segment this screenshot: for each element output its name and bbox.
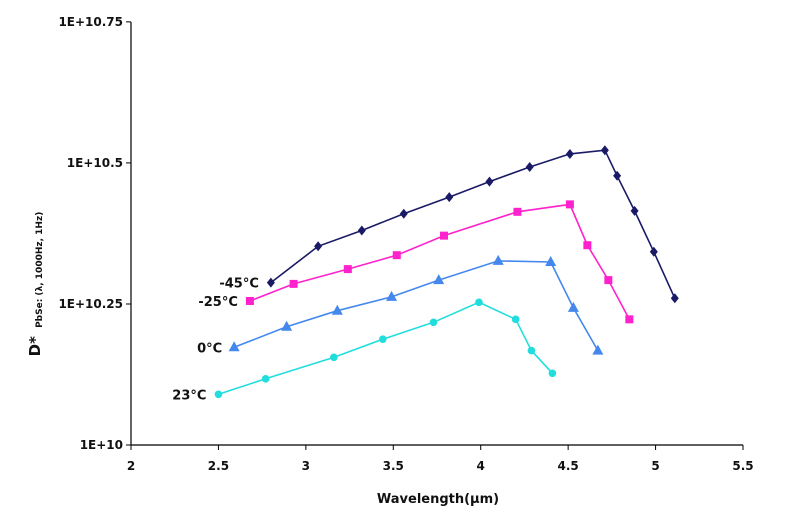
data-point-square bbox=[604, 276, 613, 285]
data-point-diamond bbox=[630, 205, 639, 216]
series-label: 0°C bbox=[197, 341, 222, 356]
series-circle bbox=[214, 298, 557, 399]
data-point-square bbox=[289, 279, 298, 288]
x-tick-label: 5 bbox=[651, 459, 659, 473]
data-point-triangle bbox=[492, 254, 504, 265]
data-point-circle bbox=[261, 375, 270, 383]
series-line bbox=[270, 149, 676, 299]
data-point-diamond bbox=[266, 277, 275, 288]
data-point-square bbox=[583, 241, 592, 250]
data-point-diamond bbox=[485, 176, 494, 187]
data-point-diamond bbox=[613, 170, 622, 181]
series-label: 23°C bbox=[172, 388, 206, 403]
data-point-square bbox=[392, 251, 401, 260]
data-point-circle bbox=[429, 318, 438, 327]
data-point-triangle bbox=[592, 344, 604, 355]
data-point-diamond bbox=[600, 145, 609, 156]
data-point-diamond bbox=[399, 208, 408, 219]
series-label: -45°C bbox=[219, 277, 259, 292]
data-point-diamond bbox=[445, 192, 454, 203]
x-tick-label: 2.5 bbox=[208, 459, 229, 473]
y-axis-title-main: D* bbox=[26, 336, 44, 356]
data-point-diamond bbox=[670, 293, 679, 304]
labels-layer: -45°C -25°C 0°C 23°C bbox=[172, 277, 259, 404]
series-triangle bbox=[228, 254, 604, 355]
series-line bbox=[249, 203, 631, 320]
data-point-square bbox=[343, 265, 352, 274]
x-tick-label: 3.5 bbox=[383, 459, 404, 473]
data-point-circle bbox=[214, 390, 223, 399]
data-point-diamond bbox=[314, 241, 323, 252]
x-tick-label: 3 bbox=[302, 459, 310, 473]
svg-text:D* PbSe: (λ, 1000Hz, 1: D* PbSe: (λ, 1000Hz, 1Hz) bbox=[25, 212, 45, 357]
y-tick-label: 1E+10.25 bbox=[58, 297, 123, 311]
data-point-triangle bbox=[567, 301, 579, 312]
x-axis-title: Wavelength(µm) bbox=[377, 492, 499, 507]
series-diamond bbox=[266, 145, 679, 304]
data-point-triangle bbox=[331, 304, 343, 315]
data-point-triangle bbox=[386, 290, 398, 301]
data-point-square bbox=[625, 315, 634, 324]
axes: 1E+10 1E+10.25 1E+10.5 1E+10.75 2 2.5 3 3.5 4 4.5… bbox=[58, 15, 753, 473]
x-tick-label: 4.5 bbox=[558, 459, 579, 473]
data-point-circle bbox=[378, 335, 387, 344]
data-point-diamond bbox=[649, 246, 658, 257]
data-point-circle bbox=[527, 346, 536, 355]
data-point-diamond bbox=[357, 225, 366, 236]
x-tick-label: 2 bbox=[127, 459, 135, 473]
y-tick-label: 1E+10 bbox=[80, 438, 123, 452]
data-point-triangle bbox=[281, 320, 293, 331]
data-point-diamond bbox=[565, 148, 574, 159]
data-point-diamond bbox=[525, 161, 534, 172]
data-point-square bbox=[245, 296, 254, 305]
series-square bbox=[245, 200, 634, 324]
series-line bbox=[233, 260, 599, 351]
data-point-square bbox=[565, 200, 574, 209]
x-tick-label: 5.5 bbox=[732, 459, 753, 473]
data-point-circle bbox=[511, 315, 520, 324]
x-tick-label: 4 bbox=[477, 459, 485, 473]
y-axis-title: D* PbSe: (λ, 1000Hz, 1Hz) bbox=[25, 212, 45, 357]
series-label: -25°C bbox=[198, 295, 238, 310]
data-point-triangle bbox=[228, 341, 240, 352]
data-point-circle bbox=[475, 298, 483, 307]
y-axis-title-sub: PbSe: (λ, 1000Hz, 1Hz) bbox=[35, 212, 45, 328]
y-tick-label: 1E+10.75 bbox=[58, 15, 123, 29]
data-point-square bbox=[439, 231, 448, 240]
y-tick-label: 1E+10.5 bbox=[67, 156, 123, 170]
data-point-square bbox=[513, 207, 522, 216]
data-point-circle bbox=[330, 353, 338, 362]
data-point-circle bbox=[548, 369, 557, 378]
series-layer bbox=[214, 145, 679, 399]
data-point-triangle bbox=[545, 256, 557, 267]
data-point-triangle bbox=[433, 274, 445, 285]
